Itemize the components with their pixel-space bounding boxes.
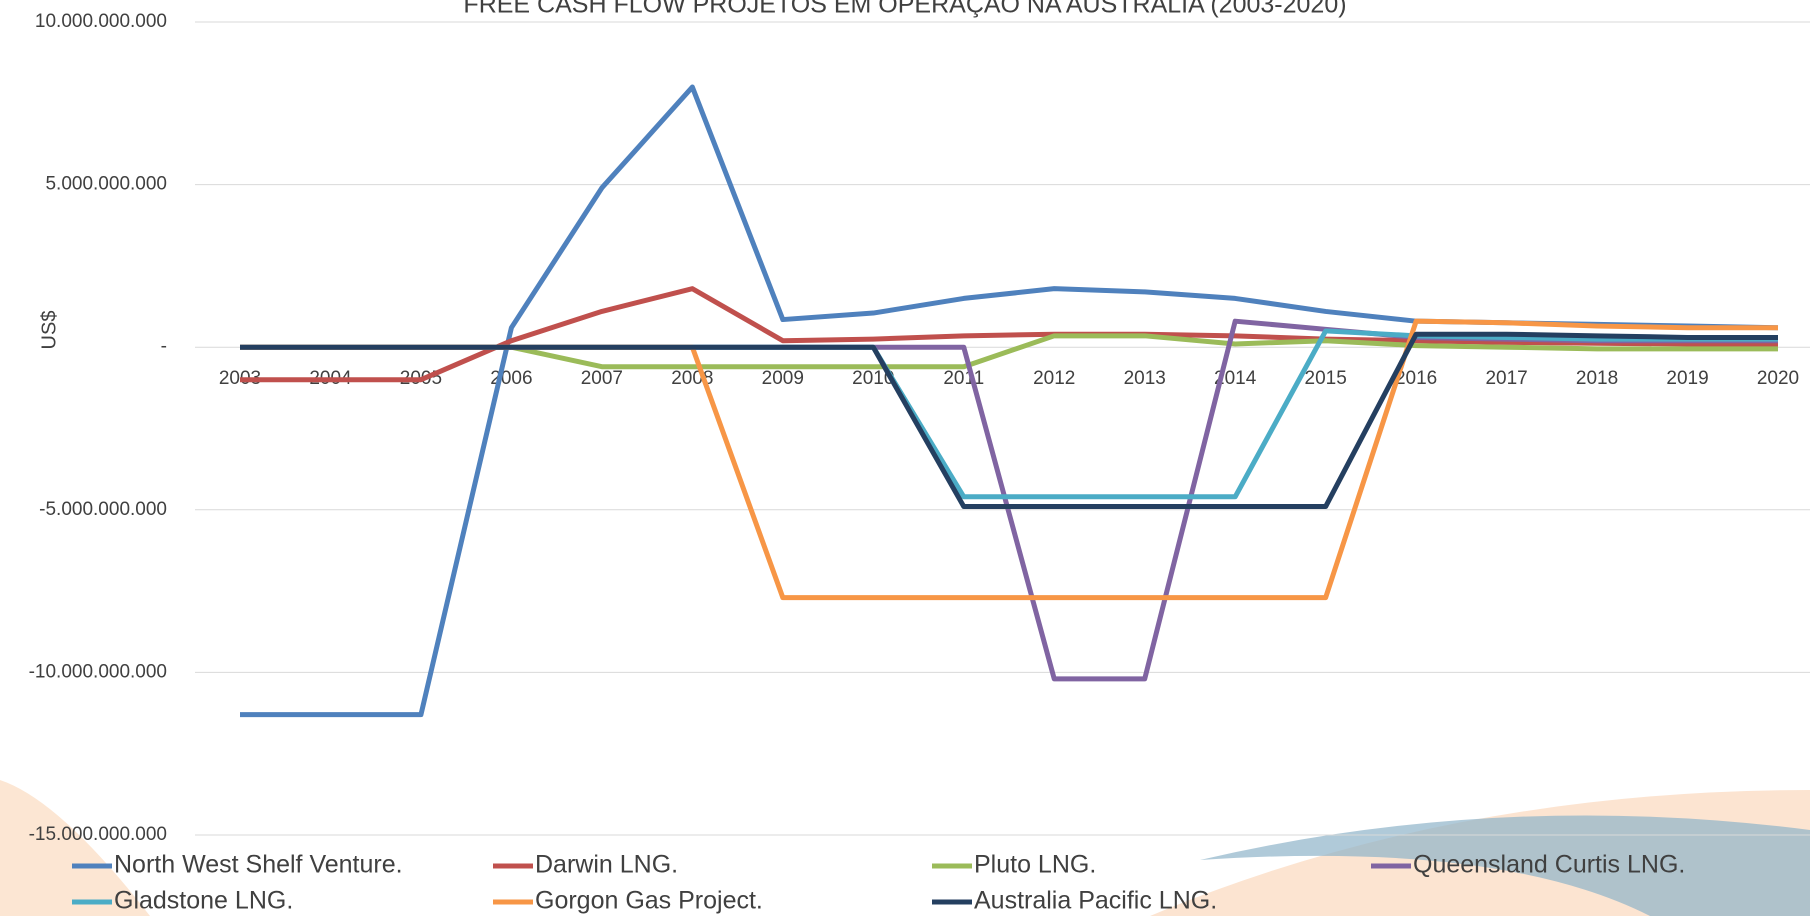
y-tick-label: -15.000.000.000 (29, 824, 167, 845)
legend-label: North West Shelf Venture. (114, 851, 403, 879)
x-tick-label: 2007 (581, 368, 623, 389)
legend-label: Gladstone LNG. (114, 887, 293, 915)
x-tick-label: 2012 (1033, 368, 1075, 389)
x-tick-label: 2019 (1666, 368, 1708, 389)
series-line (240, 87, 1778, 715)
chart-title: FREE CASH FLOW PROJETOS EM OPERAÇÃO NA A… (463, 0, 1346, 19)
series-line (240, 321, 1778, 597)
y-tick-label: -10.000.000.000 (29, 661, 167, 682)
y-axis-label: US$ (38, 311, 60, 350)
x-tick-label: 2018 (1576, 368, 1618, 389)
x-tick-label: 2020 (1757, 368, 1799, 389)
chart: FREE CASH FLOW PROJETOS EM OPERAÇÃO NA A… (0, 0, 1810, 916)
legend-label: Darwin LNG. (535, 851, 678, 879)
x-tick-label: 2015 (1305, 368, 1347, 389)
y-tick-label: - (161, 336, 167, 357)
y-tick-label: -5.000.000.000 (39, 499, 167, 520)
x-tick-label: 2013 (1124, 368, 1166, 389)
y-tick-label: 10.000.000.000 (35, 11, 167, 32)
legend-label: Gorgon Gas Project. (535, 887, 763, 915)
x-tick-label: 2017 (1485, 368, 1527, 389)
x-tick-label: 2011 (943, 368, 984, 389)
legend-label: Australia Pacific LNG. (974, 887, 1217, 915)
x-tick-label: 2009 (762, 368, 804, 389)
legend-label: Queensland Curtis LNG. (1413, 851, 1685, 879)
y-tick-label: 5.000.000.000 (45, 174, 167, 195)
legend-label: Pluto LNG. (974, 851, 1096, 879)
